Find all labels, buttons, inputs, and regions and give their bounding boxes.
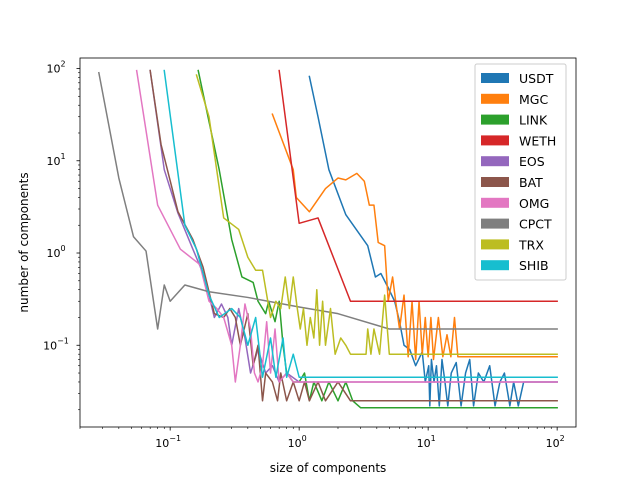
y-tick-label: 102 bbox=[46, 60, 65, 76]
y-axis-label: number of components bbox=[17, 172, 31, 312]
legend: USDT MGC LINK WETH EOS BAT OMG CPCT TRX SHIB bbox=[474, 63, 567, 281]
legend-label-shib: SHIB bbox=[519, 258, 549, 273]
legend-label-mgc: MGC bbox=[519, 92, 548, 107]
legend-label-usdt: USDT bbox=[519, 71, 554, 86]
legend-swatch-omg bbox=[481, 197, 509, 208]
x-axis-label: size of components bbox=[270, 461, 387, 475]
series-line-omg bbox=[135, 69, 558, 383]
series-line-bat bbox=[149, 69, 558, 402]
legend-label-omg: OMG bbox=[519, 196, 549, 211]
series-line-usdt bbox=[308, 75, 558, 407]
legend-label-weth: WETH bbox=[519, 133, 556, 148]
x-tick-label: 101 bbox=[417, 434, 436, 450]
y-axis: 10−1 100 101 102 bbox=[43, 60, 80, 411]
x-tick-label: 102 bbox=[546, 434, 565, 450]
series-line-shib bbox=[163, 69, 558, 378]
legend-label-eos: EOS bbox=[519, 154, 545, 169]
legend-swatch-usdt bbox=[481, 73, 509, 83]
y-tick-label: 101 bbox=[46, 152, 65, 168]
legend-swatch-eos bbox=[481, 156, 509, 167]
series-line-trx bbox=[195, 74, 558, 355]
legend-swatch-cpct bbox=[481, 218, 509, 229]
legend-label-link: LINK bbox=[519, 113, 548, 128]
y-tick-label: 100 bbox=[46, 244, 65, 260]
y-tick-label: 10−1 bbox=[43, 336, 69, 352]
legend-label-bat: BAT bbox=[519, 175, 543, 190]
x-tick-label: 100 bbox=[288, 434, 307, 450]
plot-lines bbox=[97, 69, 558, 409]
legend-label-cpct: CPCT bbox=[519, 217, 552, 232]
series-line-mgc bbox=[271, 113, 558, 361]
plot-frame bbox=[79, 57, 577, 428]
legend-swatch-trx bbox=[481, 239, 509, 250]
legend-swatch-weth bbox=[481, 135, 509, 146]
series-line-weth bbox=[278, 69, 558, 302]
legend-swatch-mgc bbox=[481, 93, 509, 104]
legend-swatch-shib bbox=[481, 260, 509, 271]
legend-swatch-bat bbox=[481, 177, 509, 187]
legend-label-trx: TRX bbox=[518, 237, 544, 252]
x-tick-label: 10−1 bbox=[155, 434, 181, 450]
series-line-eos bbox=[149, 69, 558, 383]
legend-swatch-link bbox=[481, 114, 509, 125]
x-axis: 10−1 100 101 102 bbox=[79, 427, 565, 450]
